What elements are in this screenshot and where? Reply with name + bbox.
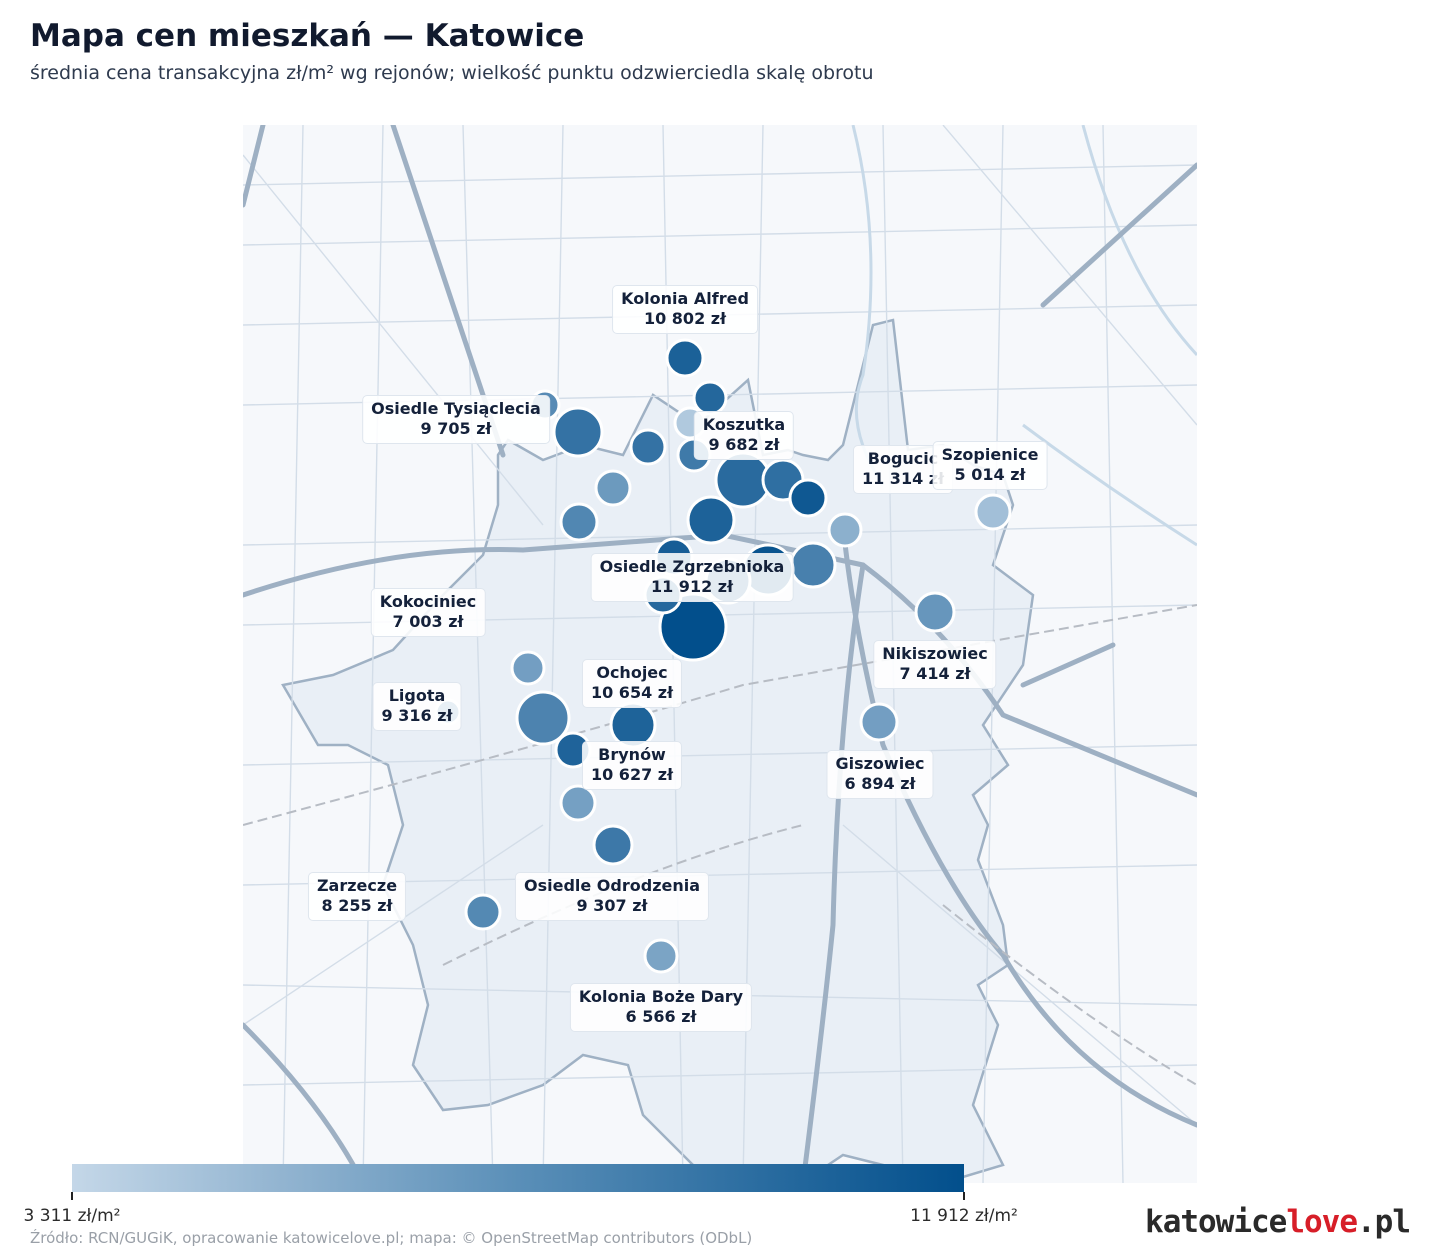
- minor-streets: [243, 125, 1197, 1183]
- price-point[interactable]: [789, 541, 837, 589]
- label-name: Ligota: [388, 686, 446, 705]
- label-osiedle-zgrzebnioka: Osiedle Zgrzebnioka 11 912 zł: [590, 553, 794, 602]
- label-name: Zarzecze: [316, 876, 398, 895]
- label-name: Bogucic: [867, 449, 939, 468]
- label-name: Kokociniec: [379, 592, 477, 611]
- label-value: 9 682 zł: [708, 435, 780, 454]
- page-subtitle: średnia cena transakcyjna zł/m² wg rejon…: [30, 62, 874, 84]
- price-point[interactable]: [665, 338, 705, 378]
- label-koszutka: Koszutka 9 682 zł: [693, 411, 795, 460]
- label-osiedle-tysiaclecia: Osiedle Tysiąclecia 9 705 zł: [362, 395, 550, 444]
- price-colorbar: [72, 1164, 964, 1192]
- map-panel[interactable]: Kolonia Alfred 10 802 zł Osiedle Tysiącl…: [243, 125, 1197, 1183]
- colorbar-min-label: 3 311 zł/m²: [23, 1206, 121, 1226]
- railways: [243, 604, 1197, 1086]
- price-point[interactable]: [559, 784, 597, 822]
- label-giszowiec: Giszowiec 6 894 zł: [826, 750, 934, 799]
- label-name: Osiedle Tysiąclecia: [371, 399, 541, 418]
- label-name: Brynów: [598, 745, 666, 764]
- brand-suffix: .pl: [1357, 1204, 1411, 1240]
- label-value: 11 912 zł: [650, 577, 734, 596]
- price-point[interactable]: [594, 469, 632, 507]
- price-point[interactable]: [859, 702, 899, 742]
- price-point[interactable]: [552, 406, 604, 458]
- label-value: 9 307 zł: [576, 896, 648, 915]
- label-name: Giszowiec: [835, 754, 925, 773]
- price-point[interactable]: [827, 512, 863, 548]
- price-point[interactable]: [788, 478, 828, 518]
- price-point[interactable]: [559, 502, 599, 542]
- label-name: Osiedle Zgrzebnioka: [599, 557, 785, 576]
- label-value: 10 802 zł: [643, 309, 727, 328]
- price-point[interactable]: [464, 893, 502, 931]
- rivers: [851, 125, 1197, 547]
- label-value: 8 255 zł: [321, 896, 393, 915]
- label-bogucice: Bogucic 11 314 zł: [852, 445, 954, 494]
- price-point[interactable]: [629, 428, 667, 466]
- label-kolonia-alfred: Kolonia Alfred 10 802 zł: [612, 285, 758, 334]
- label-name: Nikiszowiec: [882, 644, 988, 663]
- label-ochojec: Ochojec 10 654 zł: [581, 659, 683, 708]
- label-szopienice: Szopienice 5 014 zł: [932, 441, 1048, 490]
- label-ligota: Ligota 9 316 zł: [372, 682, 462, 731]
- brand-accent: love: [1286, 1204, 1358, 1240]
- label-value: 11 314 zł: [861, 469, 945, 488]
- brand-prefix: katowice: [1145, 1204, 1287, 1240]
- label-zarzecze: Zarzecze 8 255 zł: [307, 872, 407, 921]
- price-point[interactable]: [515, 690, 571, 746]
- label-value: 9 705 zł: [420, 419, 492, 438]
- label-value: 9 316 zł: [381, 706, 453, 725]
- label-name: Szopienice: [941, 445, 1039, 464]
- price-point[interactable]: [914, 591, 956, 633]
- label-value: 6 894 zł: [844, 774, 916, 793]
- label-value: 5 014 zł: [954, 465, 1026, 484]
- colorbar-max-label: 11 912 zł/m²: [910, 1206, 1018, 1226]
- label-value: 10 654 zł: [590, 683, 674, 702]
- label-name: Osiedle Odrodzenia: [523, 876, 701, 895]
- page-title: Mapa cen mieszkań — Katowice: [30, 18, 585, 54]
- label-osiedle-odrodzenia: Osiedle Odrodzenia 9 307 zł: [514, 872, 710, 921]
- price-point[interactable]: [592, 824, 634, 866]
- label-kokociniec: Kokociniec 7 003 zł: [370, 588, 486, 637]
- label-name: Ochojec: [596, 663, 668, 682]
- label-kolonia-boze-dary: Kolonia Boże Dary 6 566 zł: [569, 983, 753, 1032]
- label-nikiszowiec: Nikiszowiec 7 414 zł: [873, 640, 997, 689]
- price-point[interactable]: [974, 493, 1012, 531]
- price-point[interactable]: [686, 495, 736, 545]
- label-name: Kolonia Alfred: [621, 289, 749, 308]
- label-value: 10 627 zł: [590, 765, 674, 784]
- colorbar-tick-max: [963, 1192, 965, 1200]
- label-name: Koszutka: [702, 415, 786, 434]
- source-note: Źródło: RCN/GUGiK, opracowanie katowicel…: [30, 1229, 753, 1247]
- label-value: 7 003 zł: [392, 612, 464, 631]
- label-value: 6 566 zł: [625, 1007, 697, 1026]
- colorbar-tick-min: [71, 1192, 73, 1200]
- price-point[interactable]: [643, 938, 679, 974]
- label-brynow: Brynów 10 627 zł: [581, 741, 683, 790]
- brand-logo: katowicelove.pl: [1145, 1204, 1411, 1240]
- label-value: 7 414 zł: [899, 664, 971, 683]
- label-name: Kolonia Boże Dary: [578, 987, 744, 1006]
- price-point[interactable]: [510, 650, 546, 686]
